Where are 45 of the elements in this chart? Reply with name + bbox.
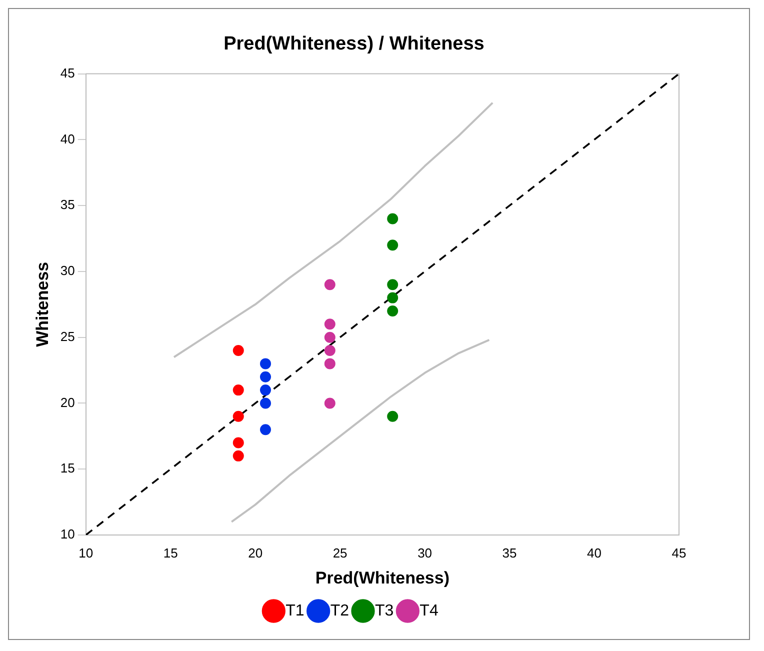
x-tick-label: 25 xyxy=(332,545,348,560)
x-tick-label: 15 xyxy=(163,545,178,560)
point xyxy=(232,384,244,396)
point xyxy=(324,279,336,290)
y-tick-label: 10 xyxy=(60,526,75,542)
y-tick-label: 30 xyxy=(60,263,75,278)
point xyxy=(260,384,271,396)
x-tick-label: 45 xyxy=(672,545,686,560)
point xyxy=(232,410,244,422)
point xyxy=(232,450,244,462)
point xyxy=(387,213,398,224)
point xyxy=(260,358,271,370)
point xyxy=(260,398,271,409)
y-tick-label: 35 xyxy=(60,197,75,212)
x-tick-label: 10 xyxy=(78,545,94,560)
point xyxy=(387,279,398,290)
x-tick-label: 30 xyxy=(418,545,432,560)
point xyxy=(324,332,336,343)
legend-label: T1 xyxy=(286,602,304,620)
y-tick-label: 20 xyxy=(60,394,75,410)
point xyxy=(387,292,398,304)
point xyxy=(324,398,336,409)
point xyxy=(387,240,398,251)
legend-label: T2 xyxy=(330,602,350,620)
y-tick-label: 45 xyxy=(60,65,75,80)
x-tick-label: 35 xyxy=(502,545,517,560)
point xyxy=(387,305,398,316)
point xyxy=(324,358,336,370)
y-tick-label: 25 xyxy=(60,328,75,344)
y-tick-label: 15 xyxy=(60,460,75,476)
legend-label: T4 xyxy=(420,602,438,620)
x-tick-label: 40 xyxy=(587,545,602,560)
y-tick-label: 40 xyxy=(60,131,75,146)
point xyxy=(260,424,271,436)
x-axis-title: Pred(Whiteness) xyxy=(315,568,450,588)
point xyxy=(324,318,336,330)
point xyxy=(232,345,244,356)
legend-label: T3 xyxy=(375,602,394,620)
x-tick-label: 20 xyxy=(248,545,263,560)
chart-title: Pred(Whiteness) / Whiteness xyxy=(224,34,484,55)
point xyxy=(324,345,336,356)
point xyxy=(232,437,244,448)
point xyxy=(387,410,398,422)
point xyxy=(260,371,271,382)
y-axis-title: Whiteness xyxy=(32,262,52,347)
